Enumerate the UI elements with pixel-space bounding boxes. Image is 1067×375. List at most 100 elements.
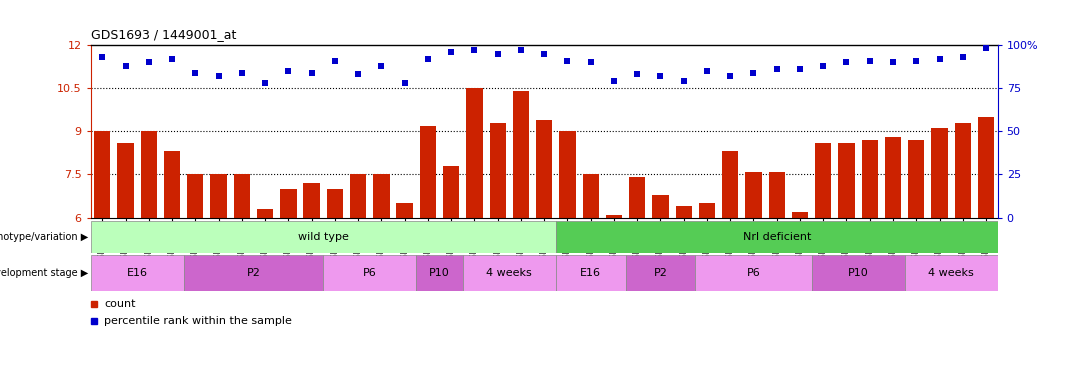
Text: P2: P2	[246, 268, 260, 278]
Bar	[885, 137, 902, 218]
Point	[838, 59, 855, 65]
Point	[256, 80, 273, 86]
Point	[234, 70, 251, 76]
Text: P2: P2	[653, 268, 667, 278]
Point	[559, 57, 576, 63]
Bar	[373, 174, 389, 217]
Bar	[722, 152, 738, 217]
Point	[117, 63, 134, 69]
Bar	[556, 255, 625, 291]
Bar	[977, 117, 994, 218]
Point	[466, 47, 483, 53]
Bar	[416, 255, 463, 291]
Point	[768, 66, 785, 72]
Text: genotype/variation ▶: genotype/variation ▶	[0, 232, 87, 242]
Point	[583, 59, 600, 65]
Bar	[419, 126, 436, 218]
Bar	[815, 143, 831, 218]
Text: E16: E16	[580, 268, 601, 278]
Text: 4 weeks: 4 weeks	[928, 268, 974, 278]
Bar	[768, 171, 785, 217]
Point	[372, 63, 389, 69]
Point	[536, 51, 553, 57]
Bar	[91, 255, 184, 291]
Point	[931, 56, 949, 62]
Bar	[323, 255, 416, 291]
Bar	[556, 221, 998, 253]
Bar	[210, 174, 227, 217]
Point	[94, 54, 111, 60]
Bar	[652, 195, 669, 217]
Bar	[955, 123, 971, 218]
Bar	[327, 189, 343, 218]
Point	[721, 73, 738, 79]
Point	[303, 70, 320, 76]
Bar	[513, 91, 529, 218]
Bar	[675, 206, 691, 218]
Text: P10: P10	[429, 268, 450, 278]
Point	[792, 66, 809, 72]
Point	[675, 78, 692, 84]
Point	[815, 63, 832, 69]
Bar	[625, 255, 696, 291]
Bar	[792, 212, 808, 217]
Text: Nrl deficient: Nrl deficient	[743, 232, 811, 242]
Bar	[443, 166, 459, 218]
Bar	[303, 183, 320, 218]
Point	[512, 47, 529, 53]
Point	[605, 78, 622, 84]
Bar	[696, 255, 812, 291]
Bar	[164, 152, 180, 217]
Bar	[559, 131, 575, 218]
Bar	[490, 123, 506, 218]
Point	[885, 59, 902, 65]
Bar	[350, 174, 366, 217]
Point	[954, 54, 971, 60]
Bar	[908, 140, 924, 218]
Text: 4 weeks: 4 weeks	[487, 268, 532, 278]
Bar	[187, 174, 204, 217]
Text: count: count	[105, 299, 136, 309]
Bar	[536, 120, 553, 218]
Point	[628, 71, 646, 77]
Bar	[141, 131, 157, 218]
Point	[210, 73, 227, 79]
Bar	[630, 177, 646, 218]
Text: E16: E16	[127, 268, 147, 278]
Point	[861, 57, 878, 63]
Point	[489, 51, 506, 57]
Bar	[862, 140, 878, 218]
Point	[699, 68, 716, 74]
Bar	[606, 214, 622, 217]
Bar	[257, 209, 273, 218]
Text: P6: P6	[747, 268, 761, 278]
Bar	[234, 174, 250, 217]
Bar	[397, 203, 413, 217]
Point	[908, 57, 925, 63]
Bar	[931, 128, 947, 217]
Point	[163, 56, 180, 62]
Point	[140, 59, 157, 65]
Point	[977, 45, 994, 51]
Bar	[905, 255, 998, 291]
Point	[396, 80, 413, 86]
Point	[187, 70, 204, 76]
Bar	[463, 255, 556, 291]
Bar	[94, 131, 111, 218]
Point	[745, 70, 762, 76]
Bar	[583, 174, 599, 217]
Point	[327, 57, 344, 63]
Bar	[281, 189, 297, 218]
Text: P10: P10	[848, 268, 869, 278]
Text: development stage ▶: development stage ▶	[0, 268, 87, 278]
Text: GDS1693 / 1449001_at: GDS1693 / 1449001_at	[91, 28, 236, 41]
Point	[443, 49, 460, 55]
Bar	[839, 143, 855, 218]
Text: P6: P6	[363, 268, 377, 278]
Bar	[746, 171, 762, 217]
Bar	[184, 255, 323, 291]
Bar	[466, 88, 482, 218]
Point	[652, 73, 669, 79]
Point	[350, 71, 367, 77]
Bar	[91, 221, 556, 253]
